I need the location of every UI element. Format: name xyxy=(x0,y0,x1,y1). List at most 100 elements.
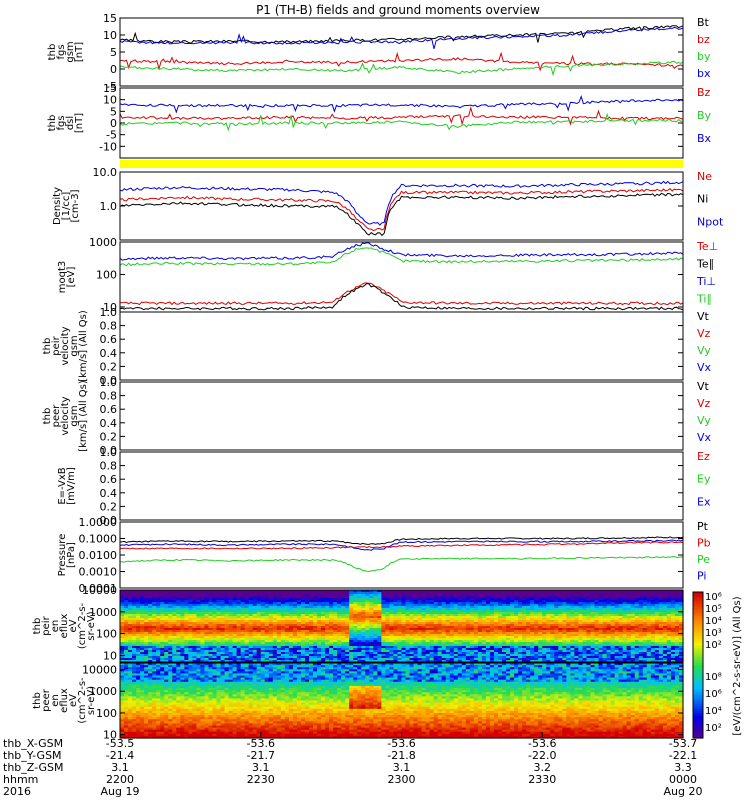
spectrogram-cell xyxy=(498,620,503,623)
spectrogram-cell xyxy=(144,658,149,661)
spectrogram-cell xyxy=(136,636,141,639)
spectrogram-cell xyxy=(288,616,294,619)
panel-frame xyxy=(119,381,684,451)
spectrogram-cell xyxy=(272,610,278,613)
spectrogram-cell xyxy=(140,594,145,597)
spectrogram-cell xyxy=(485,592,491,595)
spectrogram-cell xyxy=(188,656,193,659)
spectrogram-cell xyxy=(296,608,302,611)
spectrogram-cell xyxy=(152,604,157,607)
spectrogram-cell xyxy=(160,646,165,649)
spectrogram-cell xyxy=(449,642,455,645)
spectrogram-cell xyxy=(325,630,330,633)
spectrogram-cell xyxy=(208,628,214,631)
spectrogram-cell xyxy=(300,600,306,603)
spectrogram-cell xyxy=(120,652,125,655)
spectrogram-cell xyxy=(337,642,342,645)
spectrogram-cell xyxy=(421,658,427,661)
spectrogram-cell xyxy=(140,624,145,627)
spectrogram-cell xyxy=(473,602,479,605)
spectrogram-cell xyxy=(337,622,342,625)
spectrogram-cell xyxy=(389,656,395,659)
spectrogram-cell xyxy=(140,630,145,633)
spectrogram-cell xyxy=(333,660,338,663)
spectrogram-cell xyxy=(144,592,149,595)
spectrogram-cell xyxy=(405,644,411,647)
spectrogram-cell xyxy=(152,656,157,659)
spectrogram-cell xyxy=(152,648,157,651)
spectrogram-cell xyxy=(337,646,342,649)
spectrogram-cell xyxy=(381,626,387,629)
spectrogram-cell xyxy=(224,600,230,603)
spectrogram-cell xyxy=(148,628,153,631)
spectrogram-cell xyxy=(401,658,407,661)
legend-entry-Ti⊥: Ti⊥ xyxy=(696,275,716,288)
spectrogram-cell xyxy=(296,656,302,659)
spectrogram-cell xyxy=(168,636,173,639)
spectrogram-cell xyxy=(228,606,234,609)
spectrogram-cell xyxy=(457,632,463,635)
spectrogram-cell xyxy=(489,600,495,603)
spectrogram-cell xyxy=(160,650,165,653)
spectrogram-cell xyxy=(180,608,185,611)
spectrogram-cell xyxy=(160,622,165,625)
spectrogram-cell xyxy=(337,608,342,611)
y-tick-label: 15 xyxy=(103,12,117,25)
spectrogram-cell xyxy=(357,624,362,627)
spectrogram-cell xyxy=(260,638,266,641)
spectrogram-cell xyxy=(248,608,254,611)
spectrogram-cell xyxy=(353,610,358,613)
spectrogram-cell xyxy=(152,626,157,629)
spectrogram-cell xyxy=(341,622,346,625)
spectrogram-cell xyxy=(473,650,479,653)
spectrogram-cell xyxy=(413,592,419,595)
spectrogram-cell xyxy=(329,600,334,603)
spectrogram-cell xyxy=(325,596,330,599)
spectrogram-cell xyxy=(401,600,407,603)
spectrogram-cell xyxy=(473,604,479,607)
spectrogram-cell xyxy=(341,608,346,611)
spectrogram-cell xyxy=(421,654,427,657)
spectrogram-cell xyxy=(489,628,495,631)
spectrogram-cell xyxy=(180,658,185,661)
spectrogram-cell xyxy=(421,652,427,655)
spectrogram-cell xyxy=(405,640,411,643)
spectrogram-cell xyxy=(164,596,169,599)
spectrogram-cell xyxy=(300,628,306,631)
spectrogram-cell xyxy=(180,600,185,603)
spectrogram-cell xyxy=(156,636,161,639)
spectrogram-cell xyxy=(244,602,250,605)
spectrogram-cell xyxy=(292,618,298,621)
spectrogram-cell xyxy=(164,604,169,607)
spectrogram-cell xyxy=(365,610,370,613)
spectrogram-cell xyxy=(152,628,157,631)
spectrogram-cell xyxy=(208,590,214,593)
spectrogram-cell xyxy=(421,610,427,613)
spectrogram-cell xyxy=(200,598,206,601)
spectrogram-cell xyxy=(252,608,258,611)
spectrogram-cell xyxy=(204,650,210,653)
spectrogram-cell xyxy=(345,598,350,601)
spectrogram-cell xyxy=(248,660,254,663)
spectrogram-cell xyxy=(377,620,382,623)
spectrogram-cell xyxy=(361,646,366,649)
spectrogram-cell xyxy=(309,604,314,607)
spectrogram-cell xyxy=(401,656,407,659)
spectrogram-cell xyxy=(449,610,455,613)
spectrogram-cell xyxy=(256,638,262,641)
spectrogram-cell xyxy=(409,618,415,621)
spectrogram-cell xyxy=(196,650,202,653)
spectrogram-cell xyxy=(228,632,234,635)
spectrogram-cell xyxy=(453,644,459,647)
spectrogram-cell xyxy=(433,604,439,607)
spectrogram-cell xyxy=(224,602,230,605)
spectrogram-cell xyxy=(425,620,431,623)
spectrogram-cell xyxy=(317,652,322,655)
spectrogram-cell xyxy=(248,618,254,621)
spectrogram-cell xyxy=(188,616,193,619)
spectrogram-cell xyxy=(212,590,218,593)
spectrogram-cell xyxy=(421,640,427,643)
spectrogram-cell xyxy=(429,590,435,593)
spectrogram-cell xyxy=(325,650,330,653)
spectrogram-cell xyxy=(288,632,294,635)
